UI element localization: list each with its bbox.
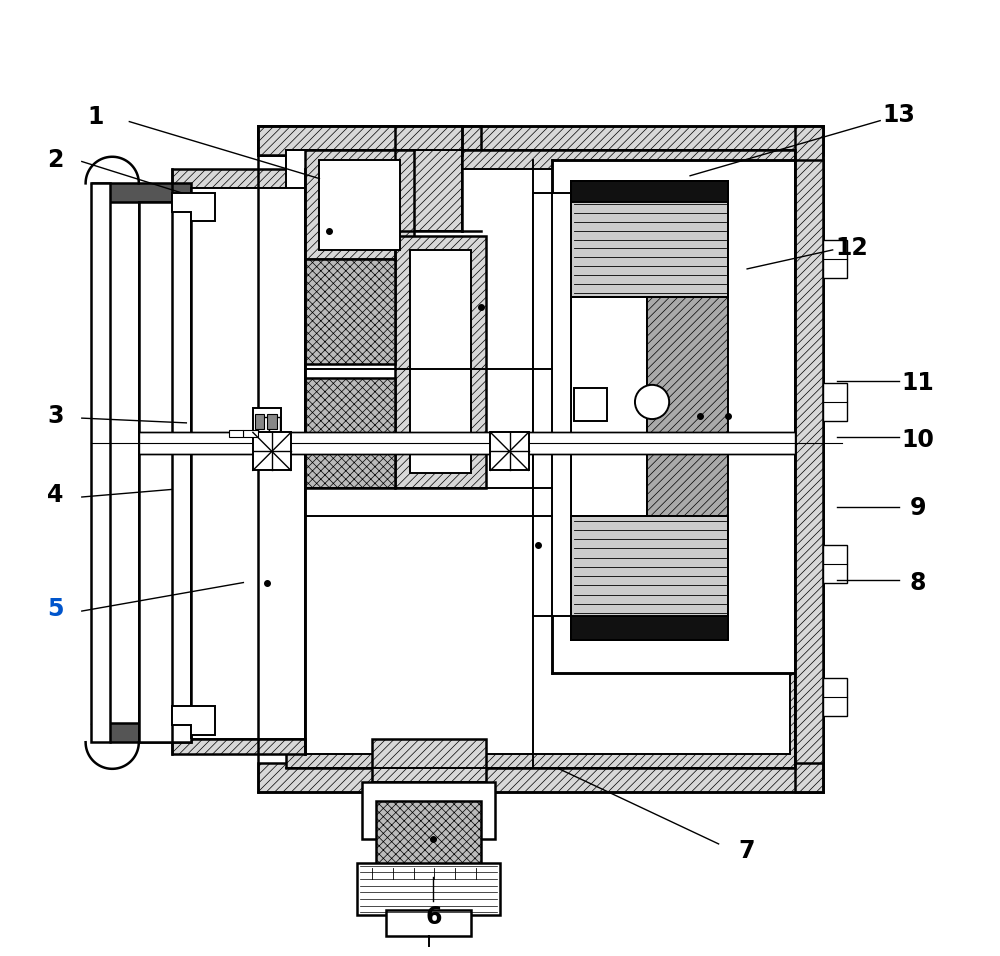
Bar	[571, 184, 728, 297]
Text: 10: 10	[902, 428, 935, 452]
Polygon shape	[258, 126, 481, 155]
Polygon shape	[795, 126, 823, 792]
Bar	[267, 414, 277, 428]
Bar	[571, 516, 728, 640]
Polygon shape	[258, 126, 462, 155]
Bar	[286, 150, 395, 259]
Polygon shape	[172, 193, 215, 222]
Bar	[258, 417, 269, 436]
Text: 8: 8	[910, 571, 926, 595]
Polygon shape	[286, 150, 395, 259]
Bar	[255, 414, 264, 428]
Bar	[376, 801, 481, 878]
Bar	[574, 388, 607, 421]
Polygon shape	[286, 150, 795, 768]
Text: 11: 11	[902, 371, 935, 395]
Bar	[533, 193, 571, 616]
Polygon shape	[395, 150, 462, 231]
Bar	[647, 297, 728, 516]
Text: 1: 1	[88, 105, 104, 129]
Text: 3: 3	[47, 404, 63, 428]
Bar	[243, 429, 258, 437]
Bar	[253, 407, 281, 436]
Bar	[823, 678, 847, 716]
Bar	[362, 782, 495, 839]
Bar	[319, 160, 400, 250]
Bar	[490, 432, 529, 470]
Bar	[410, 250, 471, 473]
Bar	[571, 516, 728, 640]
Bar	[571, 616, 728, 640]
Bar	[372, 739, 486, 792]
Polygon shape	[258, 763, 823, 792]
Text: 4: 4	[47, 483, 63, 507]
Bar	[191, 188, 305, 739]
Bar	[229, 429, 243, 437]
Bar	[571, 297, 647, 516]
Bar	[823, 383, 847, 421]
Bar	[571, 182, 728, 297]
Bar	[305, 150, 414, 259]
Polygon shape	[172, 706, 215, 734]
Bar	[823, 240, 847, 278]
Polygon shape	[139, 203, 191, 742]
Text: 6: 6	[425, 905, 442, 929]
Polygon shape	[258, 126, 823, 155]
Bar	[823, 545, 847, 582]
Polygon shape	[305, 169, 790, 753]
Polygon shape	[795, 160, 823, 763]
Bar	[139, 432, 795, 454]
Bar	[253, 432, 291, 470]
Text: 2: 2	[47, 147, 63, 171]
Bar	[305, 259, 395, 364]
Bar	[552, 160, 795, 673]
Bar	[386, 909, 471, 936]
Bar	[357, 863, 500, 915]
Polygon shape	[91, 184, 110, 742]
Text: 12: 12	[835, 236, 868, 260]
Bar	[305, 379, 395, 488]
Bar	[269, 417, 280, 436]
Text: 9: 9	[910, 496, 926, 520]
Polygon shape	[91, 184, 191, 203]
Bar	[395, 235, 486, 488]
Polygon shape	[91, 724, 191, 742]
Polygon shape	[172, 169, 305, 753]
Bar	[571, 182, 728, 203]
Text: 5: 5	[47, 598, 63, 621]
Circle shape	[635, 385, 669, 419]
Text: 7: 7	[739, 838, 755, 862]
Text: 13: 13	[883, 103, 916, 127]
